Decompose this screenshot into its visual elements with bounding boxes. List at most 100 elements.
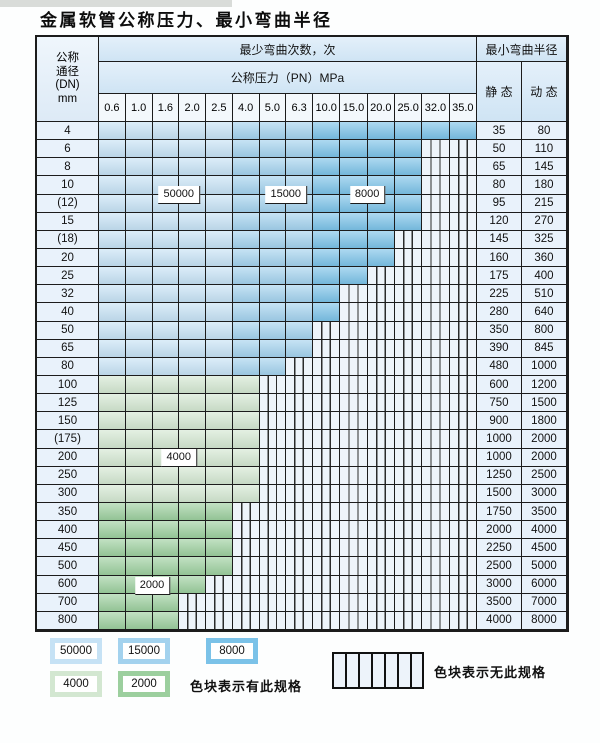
- spec-available-cell: [232, 267, 260, 286]
- spec-available-cell: [179, 230, 206, 249]
- spec-unavailable-cell: [449, 575, 477, 594]
- dynamic-radius-value: 2500: [521, 466, 567, 485]
- spec-available-cell: [125, 339, 153, 358]
- spec-unavailable-cell: [286, 557, 313, 576]
- spec-available-cell: [152, 248, 180, 268]
- spec-unavailable-cell: [422, 285, 450, 304]
- spec-unavailable-cell: [394, 466, 423, 485]
- spec-available-cell: [99, 557, 126, 576]
- static-radius-value: 50: [476, 140, 522, 159]
- spec-available-cell: [313, 230, 341, 249]
- static-radius-value: 390: [476, 339, 522, 358]
- spec-available-cell: [394, 212, 423, 231]
- spec-unavailable-cell: [394, 357, 423, 376]
- spec-unavailable-cell: [449, 557, 477, 576]
- spec-available-cell: [179, 212, 206, 231]
- spec-unavailable-cell: [259, 466, 287, 485]
- spec-unavailable-cell: [422, 303, 450, 322]
- spec-unavailable-cell: [367, 339, 395, 358]
- spec-available-cell: [152, 593, 180, 612]
- dn-row-label: 80: [37, 357, 99, 376]
- pressure-value-header: 4.0: [232, 94, 260, 122]
- spec-unavailable-cell: [394, 339, 423, 358]
- dynamic-radius-value: 80: [521, 122, 567, 141]
- dn-row-label: 40: [37, 303, 99, 322]
- legend-chip-15000: 15000: [118, 638, 170, 664]
- spec-unavailable-cell: [394, 267, 423, 286]
- spec-unavailable-cell: [232, 575, 260, 594]
- static-radius-value: 750: [476, 394, 522, 413]
- spec-unavailable-cell: [394, 539, 423, 558]
- spec-available-cell: [99, 267, 126, 286]
- spec-available-cell: [259, 158, 287, 177]
- spec-unavailable-cell: [340, 448, 368, 467]
- spec-available-cell: [179, 285, 206, 304]
- legend-chip-label: 15000: [123, 643, 165, 659]
- spec-available-cell: [206, 375, 233, 395]
- static-radius-value: 35: [476, 122, 522, 141]
- dynamic-radius-value: 7000: [521, 593, 567, 612]
- spec-available-cell: [99, 484, 126, 503]
- static-radius-value: 1250: [476, 466, 522, 485]
- spec-unavailable-cell: [367, 267, 395, 286]
- spec-available-cell: [206, 484, 233, 503]
- spec-unavailable-cell: [313, 448, 341, 467]
- spec-unavailable-cell: [313, 593, 341, 612]
- spec-available-cell: [179, 267, 206, 286]
- spec-available-cell: [152, 357, 180, 376]
- spec-available-cell: [99, 394, 126, 413]
- spec-unavailable-cell: [313, 466, 341, 485]
- spec-unavailable-cell: [286, 575, 313, 594]
- grid-cycles-label: 8000: [349, 185, 386, 204]
- spec-available-cell: [179, 357, 206, 376]
- static-radius-value: 175: [476, 267, 522, 286]
- pressure-value-header: 10.0: [313, 94, 341, 122]
- spec-unavailable-cell: [449, 484, 477, 503]
- dn-row-label: 300: [37, 484, 99, 503]
- spec-available-cell: [206, 230, 233, 249]
- spec-unavailable-cell: [179, 611, 206, 630]
- spec-unavailable-cell: [313, 375, 341, 395]
- spec-available-cell: [232, 484, 260, 503]
- spec-unavailable-cell: [449, 339, 477, 358]
- static-radius-value: 350: [476, 321, 522, 340]
- spec-unavailable-cell: [449, 593, 477, 612]
- spec-available-cell: [125, 521, 153, 540]
- spec-unavailable-cell: [449, 466, 477, 485]
- static-radius-value: 2500: [476, 557, 522, 576]
- spec-unavailable-cell: [259, 430, 287, 449]
- spec-unavailable-cell: [367, 303, 395, 322]
- spec-available-cell: [394, 158, 423, 177]
- spec-unavailable-cell: [340, 430, 368, 449]
- spec-unavailable-cell: [422, 140, 450, 159]
- spec-available-cell: [152, 412, 180, 431]
- static-radius-value: 480: [476, 357, 522, 376]
- spec-unavailable-cell: [367, 412, 395, 431]
- spec-available-cell: [152, 502, 180, 522]
- legend-chip-label: 2000: [123, 676, 165, 692]
- spec-unavailable-cell: [313, 484, 341, 503]
- spec-unavailable-cell: [422, 484, 450, 503]
- spec-unavailable-cell: [422, 539, 450, 558]
- dn-row-label: 600: [37, 575, 99, 594]
- spec-available-cell: [125, 502, 153, 522]
- spec-unavailable-cell: [422, 611, 450, 630]
- pressure-value-header: 15.0: [340, 94, 368, 122]
- dn-row-label: 10: [37, 176, 99, 195]
- spec-available-cell: [125, 375, 153, 395]
- dn-row-label: (18): [37, 230, 99, 249]
- spec-unavailable-cell: [340, 321, 368, 340]
- spec-available-cell: [286, 303, 313, 322]
- spec-unavailable-cell: [449, 430, 477, 449]
- spec-available-cell: [125, 593, 153, 612]
- spec-unavailable-cell: [422, 267, 450, 286]
- spec-unavailable-cell: [449, 158, 477, 177]
- spec-available-cell: [99, 176, 126, 195]
- pressure-value-header: 0.6: [99, 94, 126, 122]
- spec-unavailable-cell: [340, 375, 368, 395]
- spec-unavailable-cell: [449, 357, 477, 376]
- spec-available-cell: [206, 140, 233, 159]
- spec-unavailable-cell: [313, 539, 341, 558]
- spec-available-cell: [152, 267, 180, 286]
- spec-available-cell: [152, 394, 180, 413]
